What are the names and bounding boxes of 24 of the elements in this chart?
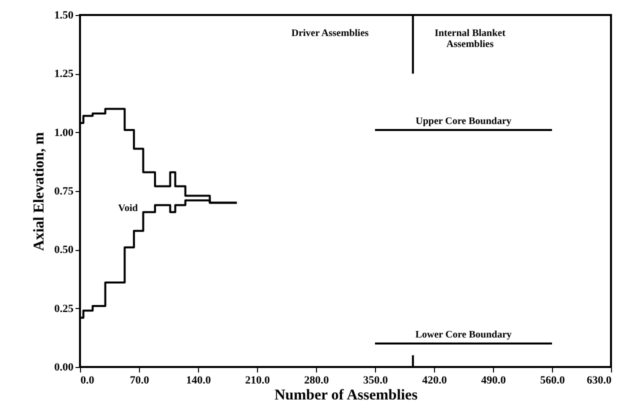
x-tick-label: 70.0 (130, 374, 150, 386)
x-tick-label: 210.0 (245, 374, 270, 386)
annotation: Internal Blanket Assemblies (434, 28, 506, 50)
x-axis-title: Number of Assemblies (274, 388, 418, 404)
y-tick-label: 1.00 (54, 126, 74, 139)
x-tick-label: 490.0 (481, 374, 506, 386)
x-tick-label: 560.0 (540, 374, 566, 386)
y-tick-label: 1.50 (54, 10, 74, 22)
x-tick-label: 630.0 (586, 374, 612, 386)
x-tick-label: 280.0 (304, 374, 330, 386)
annotation: Lower Core Boundary (415, 330, 512, 341)
y-tick-label: 0.00 (54, 362, 74, 374)
annotation: Void (118, 203, 138, 214)
y-tick-label: 1.25 (54, 68, 74, 80)
y-axis-title: Axial Elevation, m (31, 132, 48, 251)
annotation: Upper Core Boundary (416, 116, 512, 127)
y-tick-label: 0.50 (54, 244, 74, 256)
y-tick-label: 0.25 (54, 302, 74, 315)
y-tick-label: 0.75 (54, 186, 74, 198)
x-tick-label: 350.0 (363, 374, 388, 386)
x-tick-label: 140.0 (186, 374, 212, 386)
annotation: Driver Assemblies (291, 28, 369, 39)
x-tick-label: 420.0 (422, 374, 448, 386)
x-tick-label: 0.0 (80, 374, 95, 386)
